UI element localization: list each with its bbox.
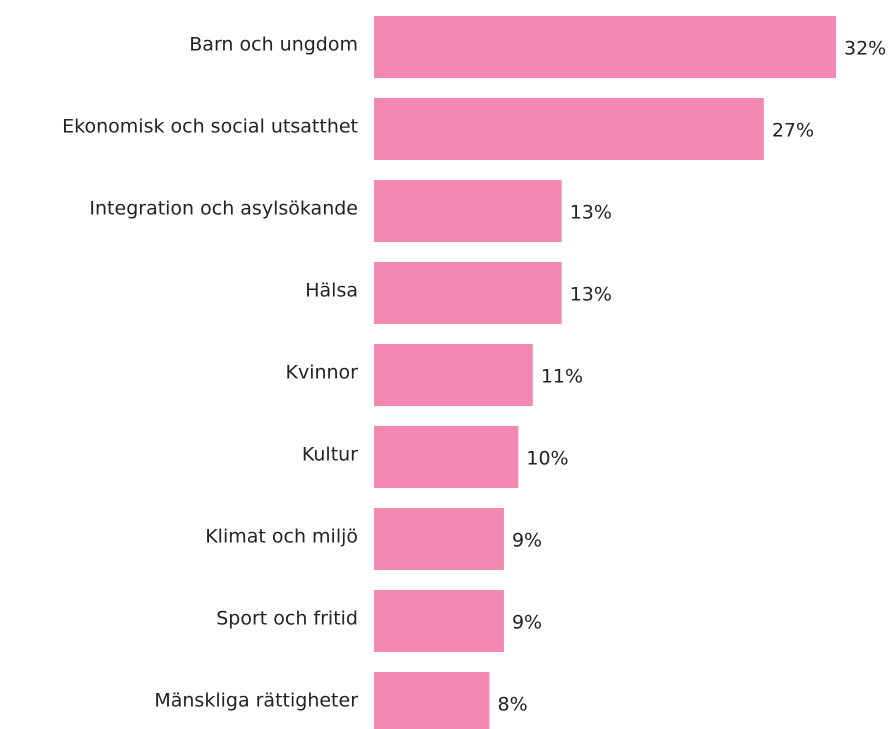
category-label: Mänskliga rättigheter	[154, 690, 358, 712]
bar	[374, 262, 562, 324]
category-label: Kvinnor	[285, 362, 358, 384]
bar	[374, 590, 504, 652]
value-label: 32%	[844, 38, 886, 60]
bar	[374, 180, 562, 242]
category-label: Barn och ungdom	[189, 34, 358, 56]
category-label: Hälsa	[305, 280, 358, 302]
bar	[374, 16, 836, 78]
category-label: Klimat och miljö	[205, 526, 358, 548]
value-label: 10%	[526, 448, 568, 470]
category-label: Integration och asylsökande	[89, 198, 358, 220]
category-label: Ekonomisk och social utsatthet	[62, 116, 358, 138]
bar	[374, 344, 533, 406]
bar	[374, 426, 519, 488]
bar	[374, 508, 504, 570]
bar	[374, 98, 764, 160]
bar	[374, 672, 490, 729]
category-label: Kultur	[302, 444, 358, 466]
value-label: 27%	[772, 120, 814, 142]
value-label: 8%	[498, 694, 528, 716]
value-label: 9%	[512, 530, 542, 552]
category-label: Sport och fritid	[216, 608, 358, 630]
value-label: 9%	[512, 612, 542, 634]
value-label: 13%	[570, 202, 612, 224]
value-label: 11%	[541, 366, 583, 388]
value-label: 13%	[570, 284, 612, 306]
